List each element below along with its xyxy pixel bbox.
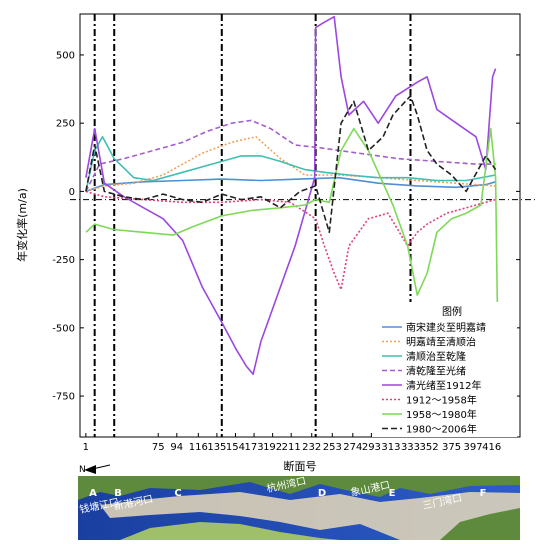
map-section-label-2: C (174, 488, 181, 499)
x-tick-label-12: 293 (362, 442, 381, 453)
legend-label-5: 1912～1958年 (406, 394, 477, 407)
series-line-7 (85, 95, 497, 234)
map-land-top (78, 476, 520, 500)
x-tick-label-16: 375 (442, 442, 461, 453)
series-line-5 (85, 190, 496, 291)
x-tick-label-7: 192 (263, 442, 282, 453)
map-section-label-0: A (89, 488, 97, 499)
legend-label-7: 1980～2006年 (406, 423, 477, 436)
legend-label-6: 1958～1980年 (406, 408, 477, 421)
series-lines (85, 15, 499, 376)
x-tick-label-6: 173 (244, 442, 263, 453)
y-tick-label-5: -750 (52, 392, 75, 403)
series-line-4 (85, 15, 497, 376)
x-tick-label-18: 416 (482, 442, 501, 453)
legend-title: 图例 (442, 305, 462, 318)
y-tick-label-3: -250 (52, 255, 75, 266)
x-tick-label-10: 253 (323, 442, 342, 453)
x-tick-label-8: 211 (282, 442, 301, 453)
x-tick-label-3: 116 (189, 442, 208, 453)
series-line-1 (85, 136, 496, 193)
x-tick-label-0: 1 (83, 442, 89, 453)
x-tick-label-2: 94 (170, 442, 183, 453)
y-tick-label-2: 0 (69, 187, 75, 198)
y-axis: 500 250 0 -250 -500 -750 (52, 50, 520, 403)
x-tick-label-11: 274 (343, 442, 362, 453)
legend-label-4: 清光绪至1912年 (406, 379, 481, 392)
map-land-bottom (120, 522, 340, 540)
x-tick-label-1: 75 (152, 442, 165, 453)
y-tick-label-4: -500 (52, 323, 75, 334)
map-section-label-4: E (389, 488, 396, 499)
y-axis-title: 年变化率(m/a) (15, 188, 29, 262)
series-line-3 (85, 119, 496, 192)
x-tick-label-13: 313 (381, 442, 400, 453)
map-section-label-1: B (114, 488, 122, 499)
x-tick-label-17: 397 (464, 442, 483, 453)
map-land-right (440, 508, 520, 540)
map-section-label-3: D (318, 488, 326, 499)
y-tick-label-1: 250 (56, 119, 75, 130)
x-tick-label-15: 352 (420, 442, 439, 453)
x-tick-label-4: 135 (207, 442, 226, 453)
x-tick-label-9: 232 (302, 442, 321, 453)
x-tick-label-14: 333 (401, 442, 420, 453)
map-section-label-5: F (480, 488, 487, 499)
x-axis-title: 断面号 (284, 459, 317, 473)
series-line-2 (85, 136, 496, 192)
north-arrow: N (79, 464, 111, 475)
y-tick-label-0: 500 (56, 50, 75, 61)
legend-label-0: 南宋建炎至明嘉靖 (406, 321, 486, 334)
x-tick-label-5: 154 (226, 442, 245, 453)
legend-label-1: 明嘉靖至清顺治 (406, 336, 476, 349)
x-axis: 1 75 94 116 135 154 173 192 211 232 253 274 293 313 33… (83, 433, 501, 453)
legend-label-3: 清乾隆至光绪 (406, 365, 466, 378)
legend-label-2: 清顺治至乾隆 (406, 350, 466, 363)
series-line-6 (85, 127, 499, 317)
series-line-0 (85, 176, 496, 193)
north-arrow-head (84, 465, 96, 474)
north-arrow-label: N (79, 465, 86, 475)
map-tidal-flat (100, 492, 520, 540)
